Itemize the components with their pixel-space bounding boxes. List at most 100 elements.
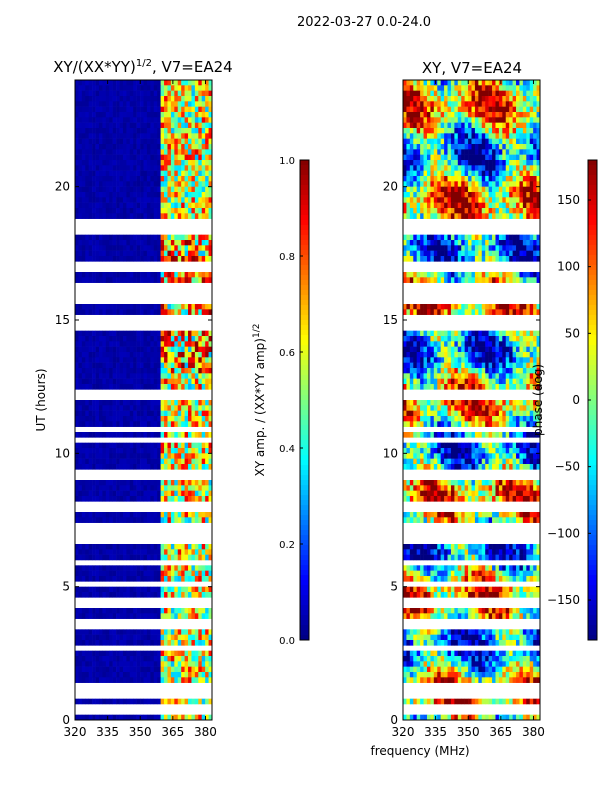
amplitude-cell — [102, 341, 106, 347]
amplitude-cell — [78, 341, 82, 347]
phase-cell — [406, 213, 410, 219]
amplitude-cell — [82, 672, 86, 678]
amplitude-cell — [150, 411, 154, 417]
colorbar-segment — [300, 380, 309, 385]
amplitude-cell — [92, 363, 96, 369]
amplitude-cell — [188, 203, 192, 209]
amplitude-cell — [174, 443, 178, 449]
phase-cell — [530, 112, 534, 118]
amplitude-cell — [185, 544, 189, 550]
amplitude-cell — [181, 368, 185, 374]
phase-cell — [458, 101, 462, 107]
phase-cell — [502, 165, 506, 171]
amplitude-cell — [82, 629, 86, 635]
amplitude-cell — [140, 165, 144, 171]
phase-cell — [513, 245, 517, 251]
phase-cell — [482, 181, 486, 187]
amplitude-cell — [144, 544, 148, 550]
amplitude-cell — [195, 80, 199, 86]
amplitude-cell — [198, 565, 202, 571]
amplitude-cell — [188, 85, 192, 91]
amplitude-cell — [161, 107, 165, 113]
y-tick-label: 20 — [55, 180, 70, 194]
amplitude-cell — [150, 635, 154, 641]
phase-cell — [526, 144, 530, 150]
amplitude-cell — [126, 587, 130, 593]
colorbar-segment — [300, 545, 309, 550]
phase-cell — [441, 331, 445, 337]
amplitude-cell — [150, 304, 154, 310]
amplitude-cell — [171, 432, 175, 438]
amplitude-cell — [188, 672, 192, 678]
amplitude-cell — [161, 117, 165, 123]
phase-cell — [499, 160, 503, 166]
amplitude-cell — [202, 667, 206, 673]
colorbar-segment — [300, 595, 309, 600]
phase-cell — [526, 203, 530, 209]
colorbar-segment — [300, 440, 309, 445]
amplitude-cell — [154, 128, 158, 134]
amplitude-cell — [92, 107, 96, 113]
amplitude-cell — [174, 459, 178, 465]
amplitude-cell — [75, 165, 79, 171]
amplitude-cell — [75, 245, 79, 251]
amplitude-cell — [157, 571, 161, 577]
amplitude-cell — [188, 448, 192, 454]
amplitude-cell — [120, 576, 124, 582]
amplitude-cell — [174, 411, 178, 417]
amplitude-cell — [178, 123, 182, 129]
amplitude-cell — [75, 496, 79, 502]
amplitude-cell — [85, 405, 89, 411]
amplitude-cell — [123, 565, 127, 571]
phase-cell — [485, 245, 489, 251]
phase-cell — [420, 304, 424, 310]
phase-cell — [420, 165, 424, 171]
amplitude-cell — [133, 549, 137, 555]
x-tick-label: 320 — [64, 725, 87, 739]
phase-cell — [516, 192, 520, 198]
amplitude-cell — [130, 357, 134, 363]
amplitude-cell — [150, 171, 154, 177]
amplitude-cell — [161, 656, 165, 662]
amplitude-cell — [120, 341, 124, 347]
phase-cell — [519, 149, 523, 155]
amplitude-cell — [92, 571, 96, 577]
amplitude-cell — [191, 379, 195, 385]
amplitude-cell — [147, 667, 151, 673]
amplitude-cell — [92, 640, 96, 646]
phase-cell — [502, 117, 506, 123]
phase-cell — [427, 277, 431, 283]
phase-cell — [502, 336, 506, 342]
amplitude-cell — [130, 149, 134, 155]
amplitude-cell — [78, 613, 82, 619]
amplitude-cell — [188, 485, 192, 491]
phase-cell — [468, 240, 472, 246]
phase-heatmap — [403, 80, 540, 720]
phase-cell — [519, 123, 523, 129]
amplitude-cell — [130, 379, 134, 385]
phase-cell — [420, 91, 424, 97]
amplitude-cell — [195, 133, 199, 139]
amplitude-cell — [96, 96, 100, 102]
amplitude-cell — [96, 715, 100, 721]
amplitude-cell — [157, 491, 161, 497]
amplitude-cell — [102, 512, 106, 518]
amplitude-cell — [96, 368, 100, 374]
amplitude-cell — [96, 405, 100, 411]
amplitude-cell — [89, 181, 93, 187]
amplitude-cell — [75, 368, 79, 374]
phase-cell — [413, 101, 417, 107]
amplitude-cell — [164, 368, 168, 374]
amplitude-cell — [188, 565, 192, 571]
amplitude-cell — [188, 656, 192, 662]
colorbar-segment — [300, 160, 309, 165]
amplitude-cell — [181, 384, 185, 390]
amplitude-cell — [144, 352, 148, 358]
amplitude-cell — [89, 544, 93, 550]
phase-cell — [499, 277, 503, 283]
amplitude-cell — [140, 133, 144, 139]
amplitude-cell — [191, 347, 195, 353]
amplitude-cell — [202, 587, 206, 593]
amplitude-cell — [82, 123, 86, 129]
phase-cell — [530, 155, 534, 161]
